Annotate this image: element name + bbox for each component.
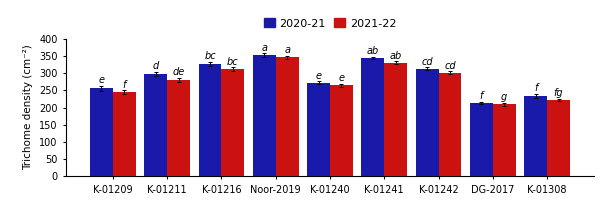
Bar: [113, 92, 136, 176]
Bar: [199, 64, 221, 176]
Text: bc: bc: [227, 57, 239, 67]
Text: f: f: [534, 83, 538, 93]
Bar: [253, 55, 276, 176]
Text: fg: fg: [554, 88, 563, 98]
Bar: [439, 73, 461, 176]
Text: a: a: [261, 43, 267, 53]
Bar: [361, 58, 384, 176]
Bar: [221, 69, 244, 176]
Text: cd: cd: [444, 61, 456, 71]
Bar: [470, 103, 493, 176]
Text: ab: ab: [367, 46, 379, 56]
Text: e: e: [316, 71, 322, 81]
Bar: [330, 86, 353, 176]
Text: f: f: [480, 91, 483, 101]
Bar: [167, 80, 190, 176]
Bar: [524, 96, 547, 176]
Text: a: a: [284, 45, 290, 55]
Text: ab: ab: [389, 51, 402, 61]
Bar: [144, 74, 167, 176]
Bar: [384, 63, 407, 176]
Text: f: f: [122, 80, 126, 90]
Bar: [90, 88, 113, 176]
Text: cd: cd: [421, 57, 433, 67]
Text: e: e: [98, 75, 104, 85]
Text: e: e: [338, 73, 344, 83]
Bar: [493, 104, 516, 176]
Text: bc: bc: [204, 51, 216, 61]
Text: d: d: [152, 61, 159, 71]
Bar: [307, 83, 330, 176]
Bar: [416, 69, 439, 176]
Bar: [276, 57, 299, 176]
Text: de: de: [172, 67, 185, 77]
Y-axis label: Trichome density (cm⁻²): Trichome density (cm⁻²): [23, 45, 34, 170]
Legend: 2020-21, 2021-22: 2020-21, 2021-22: [259, 14, 401, 33]
Bar: [547, 100, 570, 176]
Text: g: g: [501, 92, 508, 102]
